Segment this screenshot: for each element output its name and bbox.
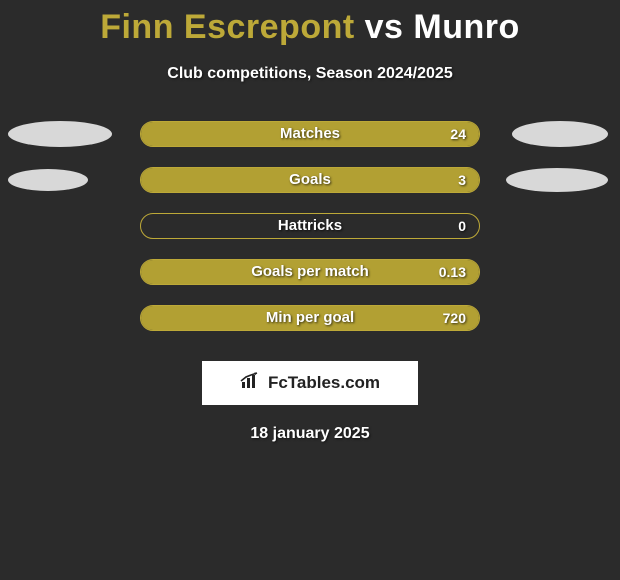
stat-value: 720	[140, 305, 470, 331]
stat-value: 0.13	[140, 259, 470, 285]
logo-box: FcTables.com	[202, 361, 418, 405]
stat-row-hattricks: Hattricks 0	[0, 213, 620, 239]
right-ellipse	[512, 121, 608, 147]
subtitle: Club competitions, Season 2024/2025	[0, 65, 620, 83]
logo-text: FcTables.com	[268, 373, 380, 393]
comparison-infographic: Finn Escrepont vs Munro Club competition…	[0, 0, 620, 580]
page-title: Finn Escrepont vs Munro	[0, 0, 620, 47]
stat-value: 0	[140, 213, 470, 239]
stat-row-matches: Matches 24	[0, 121, 620, 147]
stat-row-goals: Goals 3	[0, 167, 620, 193]
player1-name: Finn Escrepont	[100, 8, 354, 46]
stat-value: 24	[140, 121, 470, 147]
stat-rows: Matches 24 Goals 3 Hattricks 0 Goals per…	[0, 121, 620, 331]
right-ellipse	[506, 168, 608, 192]
vs-label: vs	[365, 8, 404, 46]
date-label: 18 january 2025	[0, 425, 620, 443]
stat-row-min-per-goal: Min per goal 720	[0, 305, 620, 331]
left-ellipse	[8, 121, 112, 147]
stat-row-goals-per-match: Goals per match 0.13	[0, 259, 620, 285]
player2-name: Munro	[413, 8, 519, 46]
stat-value: 3	[140, 167, 470, 193]
bar-chart-icon	[240, 372, 262, 395]
left-ellipse	[8, 169, 88, 191]
